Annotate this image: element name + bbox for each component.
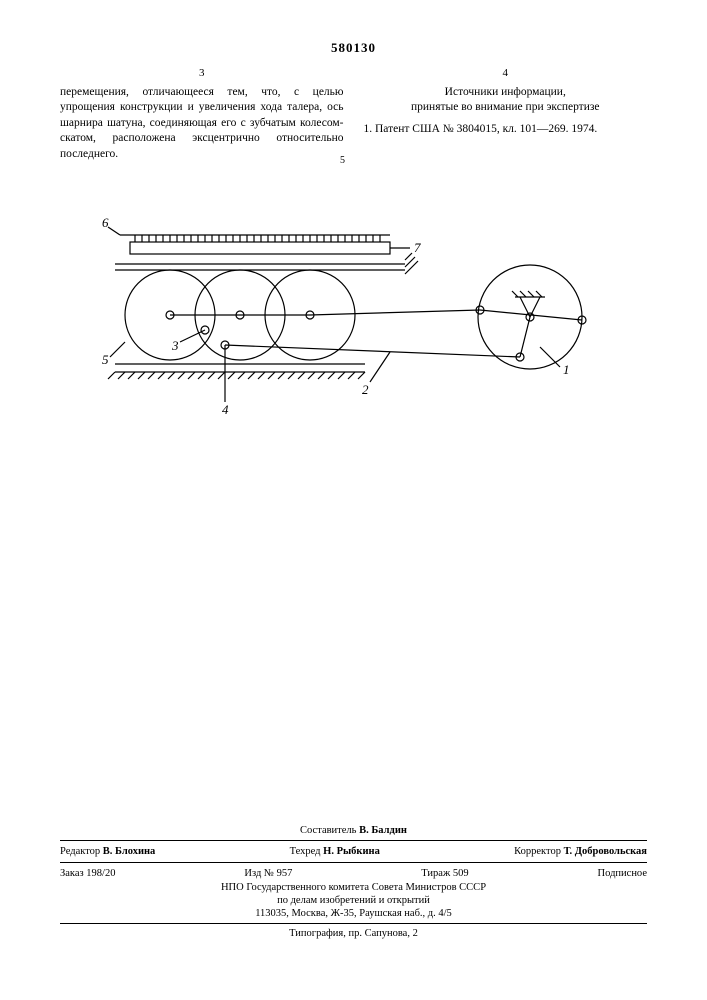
leader-6 [108,227,120,235]
technical-diagram: 6 7 5 3 4 2 1 [60,202,647,482]
left-col-number: 3 [60,66,344,81]
footer-typography: Типография, пр. Сапунова, 2 [60,927,647,940]
right-col-reference: 1. Патент США № 3804015, кл. 101—269. 19… [364,122,648,138]
leader-2 [370,352,390,382]
right-col-number: 4 [364,66,648,81]
left-col-body: перемещения, отличающееся тем, что, с це… [60,85,344,163]
footer-tirazh: Тираж 509 [421,868,468,879]
corrector-name: Т. Добровольская [564,846,647,857]
footer-metadata: Составитель В. Балдин Редактор В. Блохин… [60,824,647,940]
footer-podpisnoe: Подписное [598,868,647,879]
fig-label-4: 4 [222,402,229,417]
diameter-line [480,310,582,320]
footer-org2: по делам изобретений и открытий [60,894,647,907]
page-content: 580130 3 перемещения, отличающееся тем, … [0,0,707,512]
footer-izd: Изд № 957 [244,868,292,879]
tech-editor-name: Н. Рыбкина [323,846,380,857]
compiler-name: В. Балдин [359,825,407,836]
editor-name: В. Блохина [103,846,156,857]
footer-order: Заказ 198/20 [60,868,115,879]
connecting-rod-upper [310,310,480,315]
fig-label-2: 2 [362,382,369,397]
two-column-text: 3 перемещения, отличающееся тем, что, с … [60,66,647,162]
rack-teeth [135,235,380,242]
leader-5 [110,342,125,357]
top-platform [130,242,390,254]
fig-label-6: 6 [102,215,109,230]
pivot-hatch [512,291,542,297]
footer-org1: НПО Государственного комитета Совета Мин… [60,881,647,894]
compiler-label: Составитель [300,825,356,836]
tech-editor-label: Техред [290,846,321,857]
fig-label-5: 5 [102,352,109,367]
pivot-right [530,297,540,317]
hatch-lower-left [108,372,365,379]
document-number: 580130 [60,40,647,56]
connecting-rod-2 [225,345,520,357]
left-column: 3 перемещения, отличающееся тем, что, с … [60,66,344,162]
hatch-upper-right [405,253,418,274]
mechanism-svg: 6 7 5 3 4 2 1 [60,202,647,482]
fig-label-1: 1 [563,362,570,377]
leader-3 [180,330,205,342]
footer-address: 113035, Москва, Ж-35, Раушская наб., д. … [60,907,647,920]
fig-label-7: 7 [414,240,421,255]
crank-arm [520,317,530,357]
right-column: 4 Источники информации, принятые во вним… [364,66,648,162]
right-col-heading: Источники информации, принятые во вниман… [364,85,648,116]
line-number-5: 5 [340,155,345,166]
corrector-label: Корректор [514,846,561,857]
leader-1 [540,347,560,367]
fig-label-3: 3 [171,338,179,353]
editor-label: Редактор [60,846,100,857]
